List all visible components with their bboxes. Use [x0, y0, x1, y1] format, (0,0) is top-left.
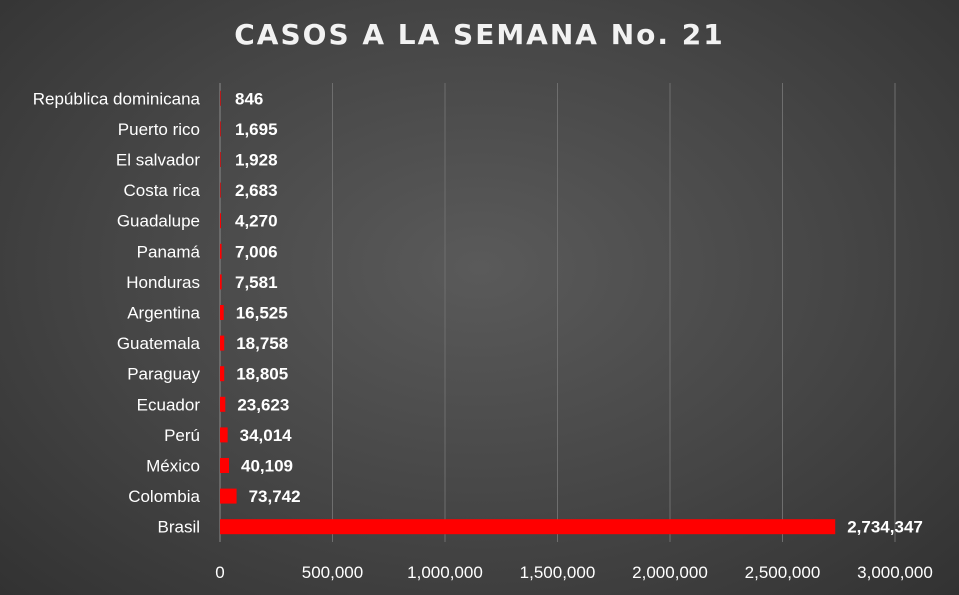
bar [220, 335, 225, 351]
category-label: Puerto rico [118, 120, 200, 139]
bar [220, 90, 221, 106]
x-tick-label: 500,000 [302, 563, 363, 582]
data-label: 16,525 [236, 304, 288, 323]
category-label: Brasil [157, 518, 200, 537]
bar [220, 213, 221, 229]
category-label: Costa rica [123, 181, 200, 200]
category-label: República dominicana [33, 89, 201, 108]
data-label: 1,928 [235, 151, 278, 170]
category-label: Honduras [126, 273, 200, 292]
data-label: 1,695 [235, 120, 278, 139]
category-label: Guadalupe [117, 212, 200, 231]
data-label: 7,581 [235, 273, 278, 292]
bar [220, 519, 836, 535]
category-label: Perú [164, 426, 200, 445]
data-label: 846 [235, 89, 263, 108]
category-label: México [146, 457, 200, 476]
category-label: Guatemala [117, 334, 201, 353]
bar [220, 366, 225, 382]
data-label: 23,623 [237, 395, 289, 414]
bar [220, 396, 226, 412]
x-tick-label: 1,000,000 [407, 563, 483, 582]
x-tick-label: 1,500,000 [520, 563, 596, 582]
data-label: 34,014 [240, 426, 293, 445]
x-tick-label: 0 [215, 563, 224, 582]
x-tick-label: 2,000,000 [632, 563, 708, 582]
bar [220, 427, 228, 443]
bar [220, 243, 222, 259]
bar [220, 305, 224, 320]
category-label: Paraguay [127, 365, 200, 384]
category-label: Colombia [128, 487, 200, 506]
bar [220, 182, 221, 198]
category-label: Panamá [137, 242, 201, 261]
data-label: 4,270 [235, 212, 278, 231]
bar [220, 274, 222, 290]
data-label: 2,734,347 [847, 518, 923, 537]
data-label: 73,742 [249, 487, 301, 506]
data-label: 7,006 [235, 242, 278, 261]
data-label: 18,758 [236, 334, 288, 353]
bar [220, 121, 221, 137]
category-label: El salvador [116, 151, 200, 170]
category-label: Argentina [127, 304, 200, 323]
x-tick-label: 2,500,000 [745, 563, 821, 582]
data-label: 18,805 [236, 365, 288, 384]
data-label: 40,109 [241, 457, 293, 476]
bar [220, 152, 221, 167]
bar [220, 488, 237, 504]
data-label: 2,683 [235, 181, 278, 200]
bar [220, 458, 230, 473]
category-label: Ecuador [137, 395, 201, 414]
x-tick-label: 3,000,000 [857, 563, 933, 582]
chart-title: CASOS A LA SEMANA No. 21 [234, 18, 725, 51]
